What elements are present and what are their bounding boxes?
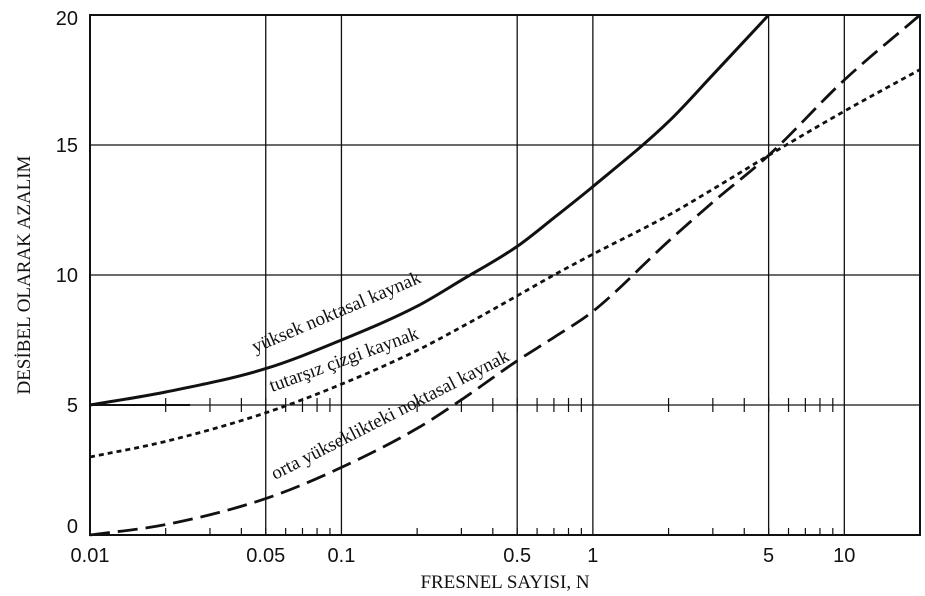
x-tick-label: 1: [587, 545, 598, 567]
x-axis-title: FRESNEL SAYISI, N: [420, 572, 589, 593]
chart-grid: [89, 14, 920, 536]
x-tick-label: 0.01: [71, 545, 110, 567]
x-tick-label: 0.05: [246, 545, 285, 567]
plot-frame: [89, 14, 921, 536]
minor-tick-marks: [165, 398, 921, 535]
y-axis-tick-labels: 0 5 10 15 20: [56, 8, 78, 538]
y-tick-label: 5: [67, 395, 78, 417]
y-tick-label: 20: [56, 8, 78, 30]
y-tick-label: 10: [56, 265, 78, 287]
series-line-high-point-source: [89, 13, 770, 407]
y-tick-label: 0: [67, 516, 78, 538]
series-line-mid-height-point-source: [89, 13, 921, 537]
x-tick-label: 10: [833, 545, 855, 567]
x-tick-label: 0.1: [328, 545, 356, 567]
x-tick-label: 0.5: [503, 545, 531, 567]
y-tick-label: 15: [56, 135, 78, 157]
chart-series-lines: [89, 13, 921, 537]
x-tick-label: 5: [763, 545, 774, 567]
y-axis-title: DESİBEL OLARAK AZALIM: [14, 155, 35, 394]
x-axis-tick-labels: 0.01 0.05 0.1 0.5 1 5 10: [71, 545, 856, 567]
